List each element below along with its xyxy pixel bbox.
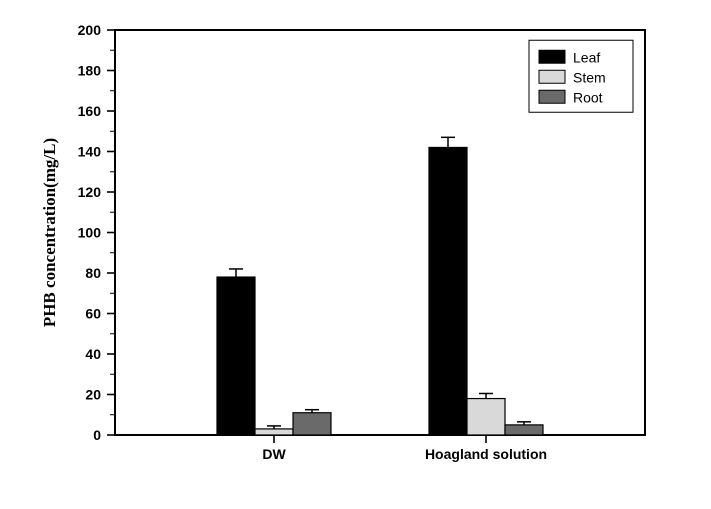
svg-text:200: 200: [78, 22, 102, 38]
svg-text:60: 60: [85, 306, 101, 322]
bar-DW-leaf: [217, 277, 255, 435]
svg-text:80: 80: [85, 265, 101, 281]
bar-Hoagland-solution-leaf: [429, 147, 467, 435]
svg-text:140: 140: [78, 144, 102, 160]
x-tick-label: Hoagland solution: [425, 446, 547, 462]
legend-swatch-stem: [539, 70, 565, 83]
svg-text:0: 0: [93, 427, 101, 443]
svg-text:100: 100: [78, 225, 102, 241]
legend-label-root: Root: [573, 89, 603, 105]
svg-text:160: 160: [78, 103, 102, 119]
svg-text:180: 180: [78, 63, 102, 79]
legend-label-leaf: Leaf: [573, 49, 600, 65]
bar-Hoagland-solution-root: [505, 425, 543, 435]
bar-Hoagland-solution-stem: [467, 399, 505, 435]
y-axis-label: PHB concentration(mg/L): [40, 138, 59, 327]
bar-DW-stem: [255, 429, 293, 435]
svg-text:40: 40: [85, 346, 101, 362]
x-tick-label: DW: [262, 446, 286, 462]
svg-text:120: 120: [78, 184, 102, 200]
legend-swatch-leaf: [539, 50, 565, 63]
chart-svg: 0 20 40 60 80 100 120 140 160 180 200 PHB concentra…: [20, 10, 691, 499]
legend-label-stem: Stem: [573, 69, 606, 85]
phb-bar-chart: 0 20 40 60 80 100 120 140 160 180 200 PHB concentra…: [20, 10, 691, 499]
bar-DW-root: [293, 413, 331, 435]
svg-text:20: 20: [85, 387, 101, 403]
legend-swatch-root: [539, 90, 565, 103]
